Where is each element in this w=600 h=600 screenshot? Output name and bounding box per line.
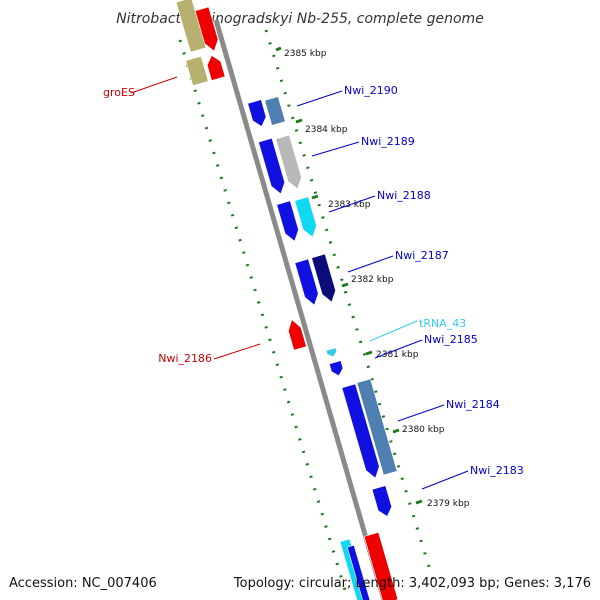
tick-label: 2384 kbp	[305, 125, 348, 135]
nwi-2188-gene	[276, 200, 299, 242]
olive-gene-lower	[185, 55, 209, 87]
genome-summary-text: Topology: circular; Length: 3,402,093 bp…	[233, 576, 591, 591]
nwi-2184-gene	[341, 383, 380, 479]
tick-label: 2382 kbp	[351, 275, 394, 285]
nwi-2187-leader-line	[347, 255, 394, 273]
tick-label: 2381 kbp	[376, 350, 419, 360]
tick-mark	[295, 118, 303, 124]
feature-layer	[175, 0, 399, 600]
nwi-2187-label[interactable]: Nwi_2187	[395, 249, 449, 262]
tick-label: 2380 kbp	[402, 425, 445, 435]
tick-label: 2379 kbp	[427, 499, 470, 509]
steel-gene-2190	[264, 96, 286, 126]
nwi-2183-gene	[371, 485, 393, 517]
genome-backbone	[213, 19, 387, 600]
navy-gene-2187	[311, 253, 336, 303]
nwi-2188-leader-line	[328, 195, 376, 213]
label-layer: groES Nwi_2190 Nwi_2189 Nwi_2188 Nwi_2187 tRN…	[103, 76, 524, 490]
olive-gene-upper	[175, 0, 207, 53]
steel-gene-2184	[356, 378, 398, 476]
tick-mark	[392, 428, 400, 434]
groes-leader-line	[130, 76, 178, 94]
tick-mark	[275, 46, 282, 52]
nwi-2186-leader-line	[213, 343, 261, 360]
nwi-2183-leader-line	[421, 470, 469, 490]
trna-43-label[interactable]: tRNA_43	[419, 317, 466, 330]
outer-dotted-guide	[264, 29, 438, 591]
nwi-2188-label[interactable]: Nwi_2188	[377, 189, 431, 202]
nwi-2184-label[interactable]: Nwi_2184	[446, 398, 500, 411]
tick-mark	[365, 350, 373, 356]
nwi-2185-leader-line	[374, 339, 423, 359]
nwi-2189-gene	[258, 137, 286, 195]
nwi-2186-label[interactable]: Nwi_2186	[158, 352, 212, 365]
nwi-2190-gene	[247, 99, 267, 127]
tick-label: 2385 kbp	[284, 49, 327, 59]
tick-mark	[311, 194, 319, 200]
inner-dotted-guide	[178, 39, 347, 591]
nwi-2189-leader-line	[311, 141, 360, 157]
red-gene-upper	[194, 6, 219, 52]
nwi-2186-gene	[288, 319, 307, 351]
groes-gene	[206, 55, 226, 81]
nwi-2187-gene	[294, 258, 319, 306]
cyan-gene-2188	[294, 196, 317, 238]
nwi-2183-label[interactable]: Nwi_2183	[470, 464, 524, 477]
tick-mark	[415, 499, 423, 505]
grey-gene-2189	[275, 134, 302, 190]
nwi-2189-label[interactable]: Nwi_2189	[361, 135, 415, 148]
nwi-2190-label[interactable]: Nwi_2190	[344, 84, 398, 97]
nwi-2185-gene	[328, 360, 344, 377]
map-title: Nitrobacter winogradskyi Nb-255, complet…	[116, 11, 484, 27]
trna-43-gene	[325, 347, 338, 358]
accession-text: Accession: NC_007406	[9, 576, 157, 591]
tick-mark	[341, 282, 349, 288]
nwi-2184-leader-line	[397, 404, 445, 422]
blue-gene-lower	[346, 544, 371, 600]
trna-43-leader-line	[369, 320, 418, 342]
groes-label[interactable]: groES	[103, 86, 135, 99]
nwi-2185-label[interactable]: Nwi_2185	[424, 333, 478, 346]
nwi-2190-leader-line	[296, 90, 343, 107]
